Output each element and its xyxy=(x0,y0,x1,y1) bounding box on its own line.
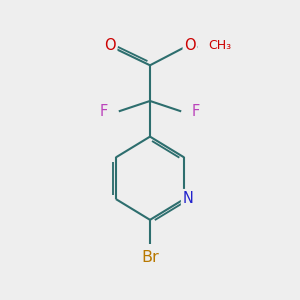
Text: F: F xyxy=(192,104,200,119)
Text: CH₃: CH₃ xyxy=(208,39,231,52)
Text: N: N xyxy=(183,191,194,206)
Text: Br: Br xyxy=(141,250,159,265)
Text: F: F xyxy=(100,104,108,119)
Text: O: O xyxy=(184,38,196,53)
Text: O: O xyxy=(104,38,116,53)
